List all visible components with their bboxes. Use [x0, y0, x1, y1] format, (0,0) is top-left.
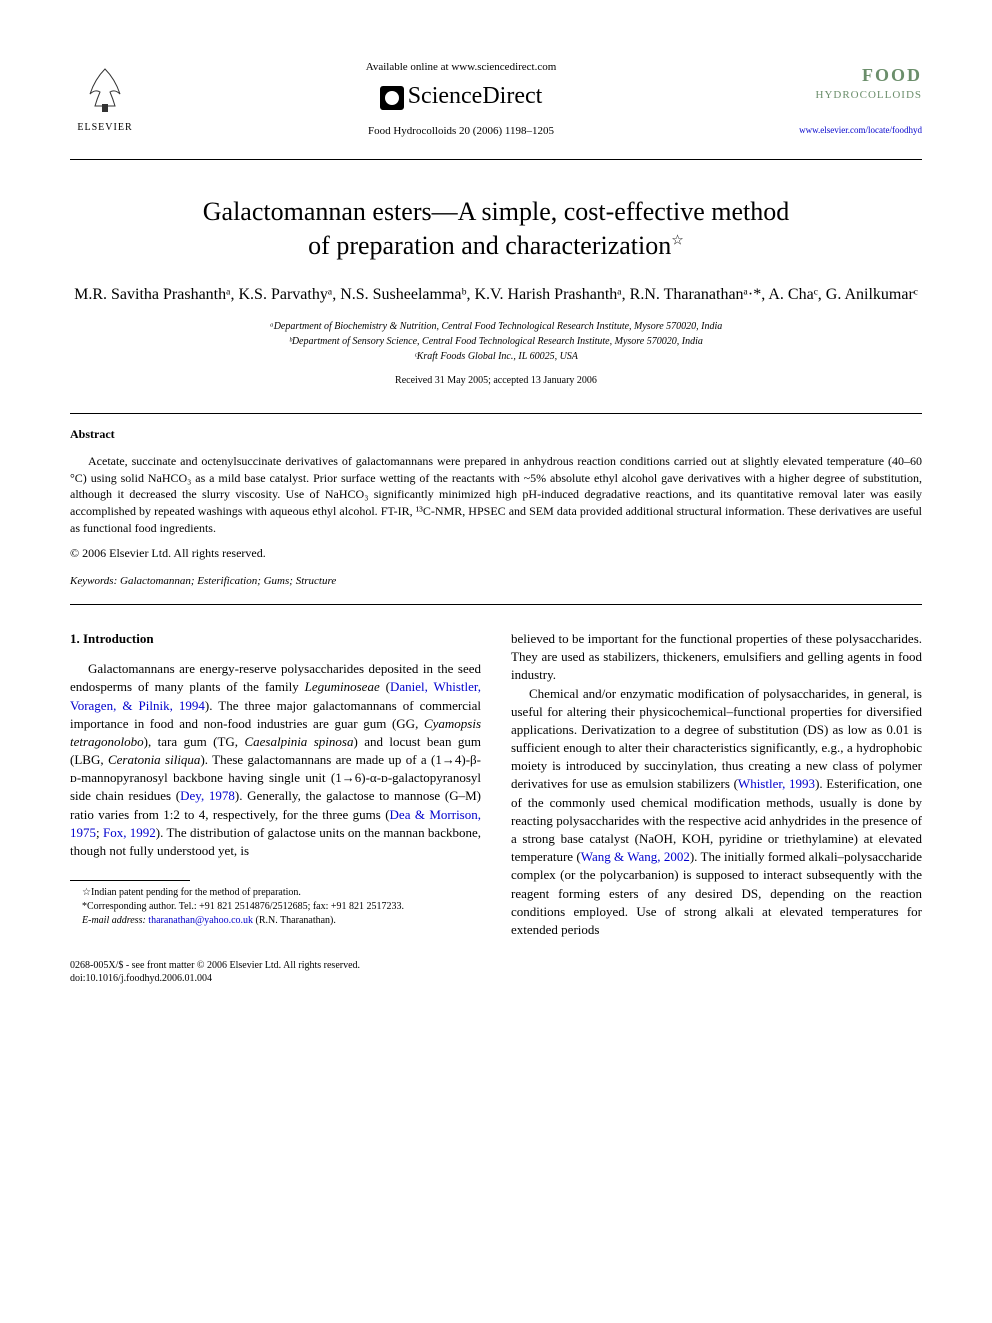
footnotes: ☆Indian patent pending for the method of… [70, 886, 481, 928]
elsevier-tree-icon [70, 64, 140, 121]
sciencedirect-text: ScienceDirect [408, 83, 543, 109]
email-link[interactable]: tharanathan@yahoo.co.uk [146, 915, 256, 926]
body-columns: 1. Introduction Galactomannans are energ… [70, 630, 922, 939]
center-header: Available online at www.sciencedirect.co… [140, 60, 782, 139]
doi: doi:10.1016/j.foodhyd.2006.01.004 [70, 972, 922, 985]
elsevier-text: ELSEVIER [70, 121, 140, 135]
keywords-label: Keywords: [70, 575, 117, 587]
journal-name-top: FOOD [782, 63, 922, 88]
citation-dey[interactable]: Dey, 1978 [180, 788, 235, 803]
authors: M.R. Savitha Prashanthᵃ, K.S. Parvathyᵃ,… [70, 283, 922, 307]
sciencedirect-icon [380, 86, 404, 110]
front-matter: 0268-005X/$ - see front matter © 2006 El… [70, 959, 922, 972]
affiliation-b: ᵇDepartment of Sensory Science, Central … [70, 334, 922, 349]
footnote-patent: ☆Indian patent pending for the method of… [70, 886, 481, 900]
abstract-top-rule [70, 413, 922, 414]
elsevier-logo: ELSEVIER [70, 64, 140, 135]
affiliation-a: ᵃDepartment of Biochemistry & Nutrition,… [70, 319, 922, 334]
section-heading-intro: 1. Introduction [70, 630, 481, 648]
abstract-bottom-rule [70, 604, 922, 605]
article-dates: Received 31 May 2005; accepted 13 Januar… [70, 374, 922, 388]
sciencedirect-logo: ScienceDirect [140, 80, 782, 114]
copyright: © 2006 Elsevier Ltd. All rights reserved… [70, 545, 922, 562]
footnote-email: E-mail address: tharanathan@yahoo.co.uk … [70, 914, 481, 928]
affiliation-c: ᶜKraft Foods Global Inc., IL 60025, USA [70, 349, 922, 364]
journal-name-bottom: HYDROCOLLOIDS [782, 88, 922, 103]
header-rule [70, 159, 922, 160]
title-line1: Galactomannan esters—A simple, cost-effe… [203, 197, 790, 226]
journal-reference: Food Hydrocolloids 20 (2006) 1198–1205 [140, 124, 782, 139]
citation-wang[interactable]: Wang & Wang, 2002 [581, 849, 690, 864]
keywords: Keywords: Galactomannan; Esterification;… [70, 574, 922, 589]
abstract-body: Acetate, succinate and octenylsuccinate … [70, 454, 922, 535]
citation-fox[interactable]: Fox, 1992 [103, 825, 156, 840]
title-line2: of preparation and characterization [308, 231, 671, 260]
intro-paragraph-2: Chemical and/or enzymatic modification o… [511, 685, 922, 940]
journal-link[interactable]: www.elsevier.com/locate/foodhyd [782, 124, 922, 137]
citation-whistler[interactable]: Whistler, 1993 [738, 776, 815, 791]
intro-paragraph-1-cont: believed to be important for the functio… [511, 630, 922, 685]
abstract-heading: Abstract [70, 426, 922, 443]
column-right: believed to be important for the functio… [511, 630, 922, 939]
title-footnote-marker: ☆ [671, 234, 684, 249]
footnote-corresponding: *Corresponding author. Tel.: +91 821 251… [70, 900, 481, 914]
article-title: Galactomannan esters—A simple, cost-effe… [70, 195, 922, 263]
page-header: ELSEVIER Available online at www.science… [70, 60, 922, 139]
abstract-text: Acetate, succinate and octenylsuccinate … [70, 453, 922, 537]
footnote-rule [70, 880, 190, 881]
available-online-text: Available online at www.sciencedirect.co… [140, 60, 782, 75]
keywords-text: Galactomannan; Esterification; Gums; Str… [117, 575, 336, 587]
journal-logo: FOOD HYDROCOLLOIDS www.elsevier.com/loca… [782, 63, 922, 136]
column-left: 1. Introduction Galactomannans are energ… [70, 630, 481, 939]
affiliations: ᵃDepartment of Biochemistry & Nutrition,… [70, 319, 922, 364]
bottom-info: 0268-005X/$ - see front matter © 2006 El… [70, 959, 922, 985]
intro-paragraph-1: Galactomannans are energy-reserve polysa… [70, 660, 481, 860]
